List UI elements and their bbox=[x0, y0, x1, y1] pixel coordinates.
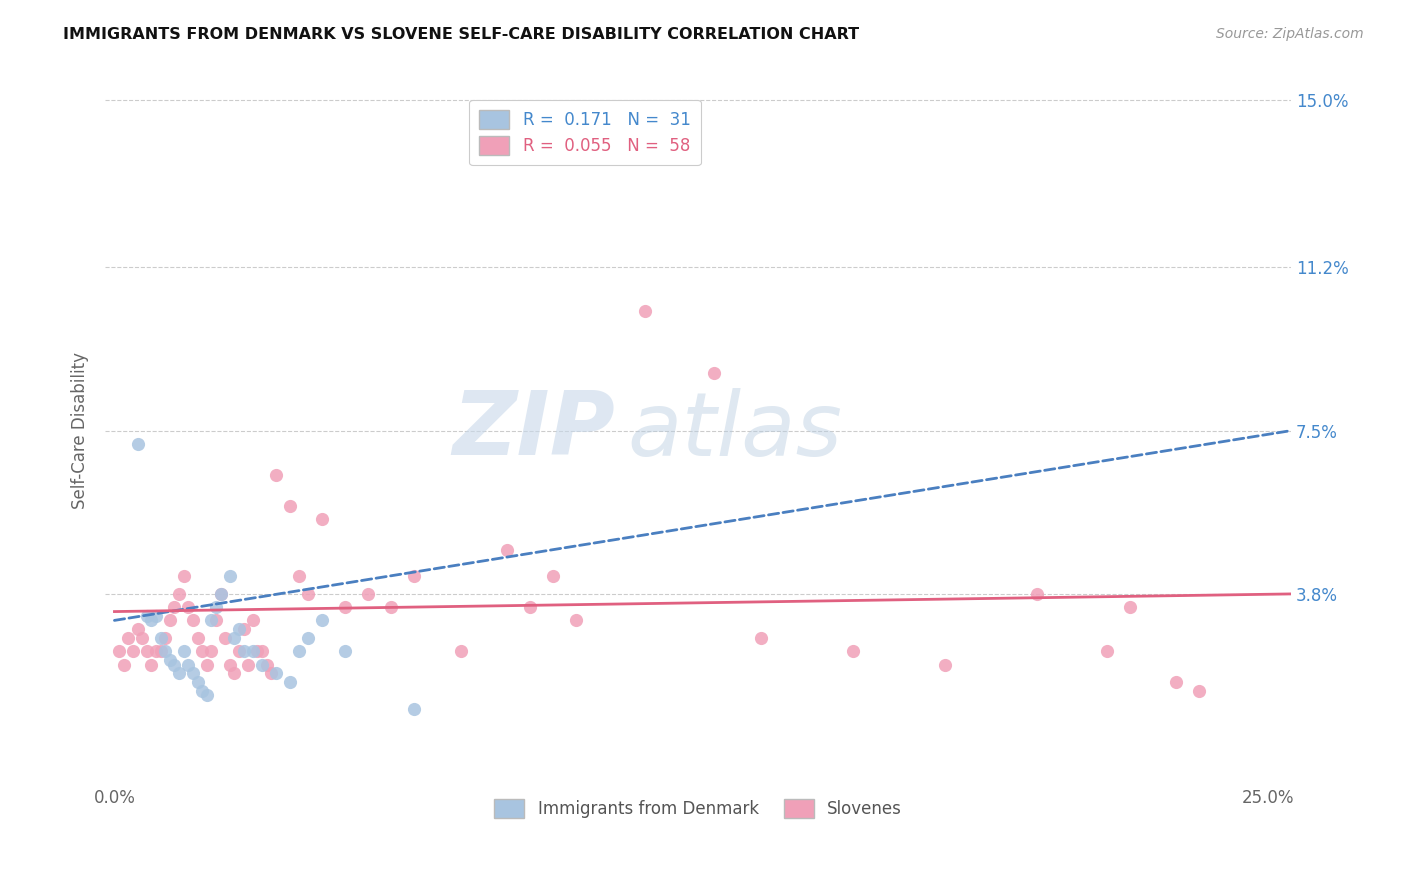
Text: ZIP: ZIP bbox=[453, 387, 616, 474]
Point bbox=[250, 644, 273, 658]
Point bbox=[634, 304, 657, 318]
Point bbox=[450, 644, 472, 658]
Point bbox=[1188, 684, 1211, 698]
Point bbox=[108, 644, 131, 658]
Point bbox=[934, 657, 956, 672]
Point bbox=[1118, 600, 1140, 615]
Point bbox=[127, 437, 149, 451]
Point bbox=[117, 631, 139, 645]
Point bbox=[112, 657, 135, 672]
Point bbox=[205, 600, 228, 615]
Point bbox=[153, 644, 176, 658]
Point bbox=[186, 675, 208, 690]
Point bbox=[242, 644, 264, 658]
Point bbox=[404, 569, 426, 583]
Point bbox=[264, 467, 287, 482]
Point bbox=[195, 657, 218, 672]
Point bbox=[288, 569, 311, 583]
Text: IMMIGRANTS FROM DENMARK VS SLOVENE SELF-CARE DISABILITY CORRELATION CHART: IMMIGRANTS FROM DENMARK VS SLOVENE SELF-… bbox=[63, 27, 859, 42]
Point bbox=[135, 609, 157, 624]
Point bbox=[153, 631, 176, 645]
Point bbox=[311, 512, 333, 526]
Point bbox=[209, 587, 232, 601]
Point bbox=[167, 587, 190, 601]
Point bbox=[246, 644, 269, 658]
Point bbox=[224, 631, 246, 645]
Point bbox=[335, 644, 357, 658]
Point bbox=[205, 614, 228, 628]
Point bbox=[842, 644, 865, 658]
Point bbox=[191, 644, 214, 658]
Point bbox=[380, 600, 402, 615]
Point bbox=[1164, 675, 1187, 690]
Point bbox=[232, 622, 254, 636]
Point bbox=[127, 622, 149, 636]
Point bbox=[135, 644, 157, 658]
Point bbox=[228, 644, 250, 658]
Point bbox=[181, 614, 204, 628]
Point bbox=[404, 701, 426, 715]
Point bbox=[214, 631, 236, 645]
Point bbox=[278, 499, 301, 513]
Point bbox=[173, 569, 195, 583]
Point bbox=[250, 657, 273, 672]
Point bbox=[335, 600, 357, 615]
Point bbox=[565, 614, 588, 628]
Point bbox=[541, 569, 564, 583]
Point bbox=[264, 666, 287, 681]
Point bbox=[195, 689, 218, 703]
Point bbox=[159, 614, 181, 628]
Point bbox=[288, 644, 311, 658]
Point bbox=[242, 614, 264, 628]
Point bbox=[224, 666, 246, 681]
Point bbox=[703, 366, 725, 380]
Point bbox=[228, 622, 250, 636]
Point bbox=[141, 614, 163, 628]
Point bbox=[256, 657, 278, 672]
Point bbox=[177, 600, 200, 615]
Point bbox=[200, 644, 222, 658]
Point bbox=[173, 644, 195, 658]
Point bbox=[200, 614, 222, 628]
Point bbox=[191, 684, 214, 698]
Point bbox=[131, 631, 153, 645]
Text: Source: ZipAtlas.com: Source: ZipAtlas.com bbox=[1216, 27, 1364, 41]
Text: atlas: atlas bbox=[627, 388, 842, 474]
Point bbox=[167, 666, 190, 681]
Point bbox=[163, 657, 186, 672]
Point bbox=[163, 600, 186, 615]
Point bbox=[1026, 587, 1049, 601]
Point bbox=[177, 657, 200, 672]
Point bbox=[278, 675, 301, 690]
Point bbox=[145, 609, 167, 624]
Legend: Immigrants from Denmark, Slovenes: Immigrants from Denmark, Slovenes bbox=[488, 792, 908, 825]
Point bbox=[122, 644, 145, 658]
Point bbox=[238, 657, 260, 672]
Point bbox=[149, 631, 172, 645]
Point bbox=[232, 644, 254, 658]
Point bbox=[297, 631, 319, 645]
Point bbox=[519, 600, 541, 615]
Point bbox=[218, 569, 240, 583]
Point bbox=[159, 653, 181, 667]
Point bbox=[749, 631, 772, 645]
Point bbox=[297, 587, 319, 601]
Point bbox=[209, 587, 232, 601]
Point bbox=[186, 631, 208, 645]
Point bbox=[141, 657, 163, 672]
Point bbox=[260, 666, 283, 681]
Point bbox=[357, 587, 380, 601]
Point bbox=[311, 614, 333, 628]
Point bbox=[181, 666, 204, 681]
Point bbox=[218, 657, 240, 672]
Point bbox=[145, 644, 167, 658]
Y-axis label: Self-Care Disability: Self-Care Disability bbox=[72, 352, 89, 509]
Point bbox=[149, 644, 172, 658]
Point bbox=[495, 542, 517, 557]
Point bbox=[1095, 644, 1118, 658]
